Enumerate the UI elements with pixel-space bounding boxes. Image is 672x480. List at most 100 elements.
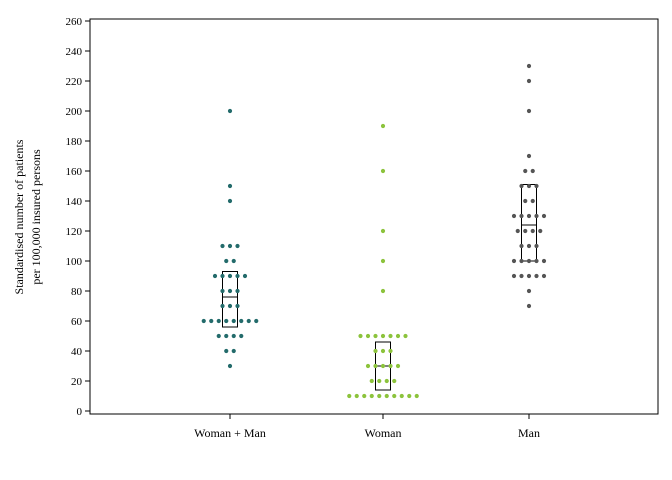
- data-point: [227, 198, 233, 204]
- data-point: [392, 393, 397, 399]
- y-tick-label: 160: [66, 166, 83, 178]
- boxes: [222, 184, 537, 391]
- data-point: [526, 153, 532, 159]
- data-point: [526, 273, 532, 279]
- data-point: [523, 198, 528, 204]
- data-point: [362, 393, 367, 399]
- plot-frame: [89, 18, 659, 415]
- x-tick-label: Woman + Man: [194, 426, 266, 440]
- data-point: [534, 183, 539, 189]
- data-point: [534, 243, 539, 249]
- data-point: [380, 288, 386, 294]
- iqr-box: [521, 184, 537, 262]
- data-point: [395, 363, 401, 369]
- data-point: [231, 333, 236, 339]
- data-point: [511, 258, 517, 264]
- data-point: [227, 363, 233, 369]
- data-point: [530, 228, 535, 234]
- data-point: [369, 393, 374, 399]
- data-point: [403, 333, 408, 339]
- data-point: [373, 348, 378, 354]
- data-point: [358, 333, 363, 339]
- data-point: [235, 288, 240, 294]
- data-point: [227, 273, 233, 279]
- data-point: [414, 393, 419, 399]
- data-point: [392, 378, 397, 384]
- y-tick-label: 40: [71, 346, 83, 358]
- data-point: [526, 183, 532, 189]
- data-point: [526, 108, 532, 114]
- data-point: [227, 108, 233, 114]
- data-point: [224, 348, 229, 354]
- x-tick-label: Woman: [364, 426, 401, 440]
- data-point: [380, 123, 386, 129]
- data-point: [231, 318, 236, 324]
- y-tick-label: 140: [66, 196, 83, 208]
- data-point: [526, 213, 532, 219]
- data-point: [526, 63, 532, 69]
- data-point: [380, 363, 386, 369]
- y-tick-label: 60: [71, 316, 83, 328]
- dots: [201, 63, 547, 399]
- y-tick-label: 100: [66, 256, 83, 268]
- y-axis: 0 20 40 60 80 100 120 140 160 180 200 220 240 260: [66, 16, 90, 418]
- data-point: [538, 228, 543, 234]
- y-tick-label: 220: [66, 76, 83, 88]
- y-tick-label: 20: [71, 376, 83, 388]
- data-point: [227, 183, 233, 189]
- data-point: [541, 213, 547, 219]
- data-point: [235, 303, 240, 309]
- data-point: [242, 273, 248, 279]
- data-point: [530, 198, 535, 204]
- y-tick-label: 80: [71, 286, 83, 298]
- data-point: [224, 333, 229, 339]
- data-point: [380, 348, 386, 354]
- data-point: [534, 273, 539, 279]
- data-point: [220, 303, 225, 309]
- y-tick-label: 260: [66, 16, 83, 28]
- data-point: [377, 393, 382, 399]
- data-point: [511, 213, 517, 219]
- data-point: [380, 258, 386, 264]
- data-point: [347, 393, 352, 399]
- data-point: [519, 183, 524, 189]
- data-point: [254, 318, 259, 324]
- data-point: [235, 273, 240, 279]
- data-point: [231, 348, 236, 354]
- data-point: [212, 273, 218, 279]
- data-point: [246, 318, 251, 324]
- data-point: [373, 363, 378, 369]
- y-axis-title-line-1: Standardised number of patients: [12, 139, 26, 294]
- y-axis-title: Standardised number of patients: [12, 139, 26, 294]
- data-point: [227, 303, 233, 309]
- data-point: [239, 333, 244, 339]
- data-point: [515, 228, 520, 234]
- data-point: [231, 258, 236, 264]
- data-point: [388, 363, 393, 369]
- data-point: [227, 243, 233, 249]
- data-point: [523, 228, 528, 234]
- data-point: [239, 318, 244, 324]
- data-point: [519, 258, 524, 264]
- y-tick-label: 0: [77, 406, 83, 418]
- data-point: [235, 243, 240, 249]
- data-point: [526, 288, 532, 294]
- data-point: [519, 243, 524, 249]
- data-point: [384, 393, 389, 399]
- iqr-box: [222, 271, 238, 328]
- data-point: [511, 273, 517, 279]
- data-point: [523, 168, 528, 174]
- data-point: [369, 378, 374, 384]
- y-tick-label: 180: [66, 136, 83, 148]
- data-point: [220, 273, 225, 279]
- data-point: [224, 258, 229, 264]
- data-point: [534, 213, 539, 219]
- y-tick-label: 120: [66, 226, 83, 238]
- data-point: [220, 243, 225, 249]
- data-point: [519, 273, 524, 279]
- data-point: [526, 243, 532, 249]
- data-point: [354, 393, 359, 399]
- data-point: [216, 318, 221, 324]
- data-point: [526, 78, 532, 84]
